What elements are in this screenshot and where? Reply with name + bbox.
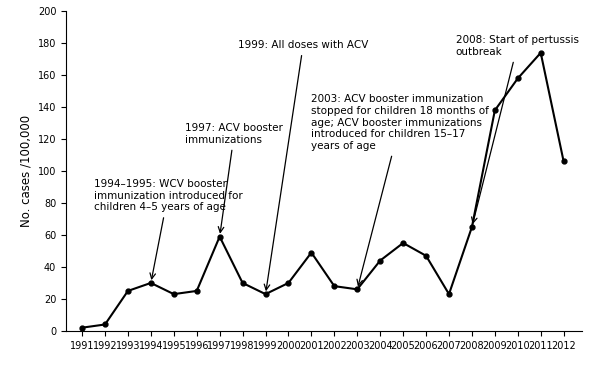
Text: 2008: Start of pertussis
outbreak: 2008: Start of pertussis outbreak bbox=[456, 35, 579, 223]
Text: 1994–1995: WCV booster
immunization introduced for
children 4–5 years of age: 1994–1995: WCV booster immunization intr… bbox=[94, 179, 242, 279]
Text: 1999: All doses with ACV: 1999: All doses with ACV bbox=[238, 40, 368, 290]
Text: 1997: ACV booster
immunizations: 1997: ACV booster immunizations bbox=[185, 123, 283, 232]
Y-axis label: No. cases /100,000: No. cases /100,000 bbox=[19, 115, 32, 227]
Text: 2003: ACV booster immunization
stopped for children 18 months of
age; ACV booste: 2003: ACV booster immunization stopped f… bbox=[311, 94, 489, 285]
